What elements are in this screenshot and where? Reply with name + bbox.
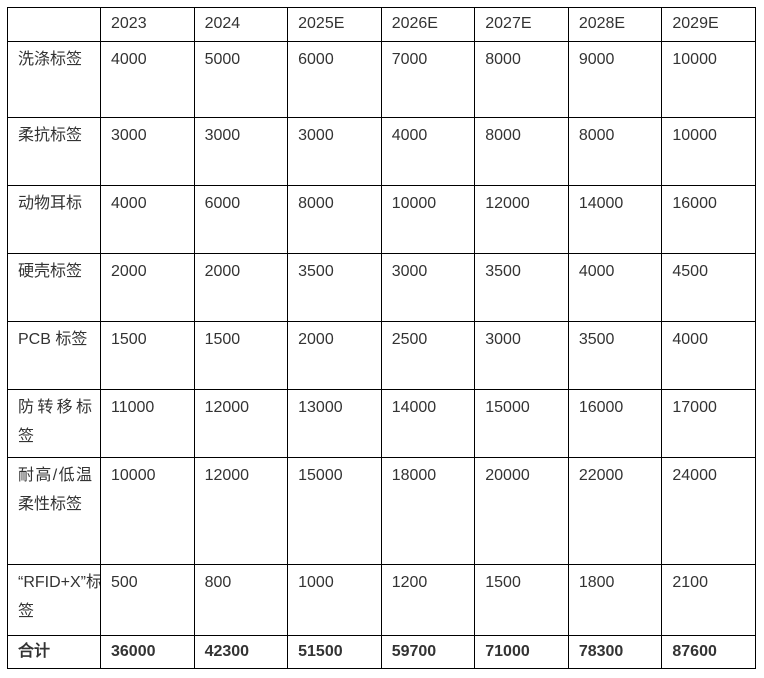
table-cell: 4000	[100, 185, 195, 254]
table-cell: 22000	[567, 457, 663, 565]
table-cell: 12000	[474, 185, 569, 254]
table-cell: 1500	[193, 321, 289, 390]
table-cell: 15000	[287, 457, 382, 565]
table-cell: 9000	[567, 41, 663, 118]
table-cell: 24000	[661, 457, 756, 565]
table-cell: 3000	[100, 117, 195, 186]
table-cell: 10000	[380, 185, 476, 254]
table-cell: 3500	[287, 253, 382, 322]
table-cell: 11000	[100, 389, 195, 458]
row-label: 柔抗标签	[7, 117, 101, 186]
table-cell: 6000	[193, 185, 289, 254]
table-cell: 10000	[661, 41, 756, 118]
column-header: 2028E	[567, 7, 663, 42]
column-header: 2027E	[474, 7, 569, 42]
column-header: 2026E	[380, 7, 476, 42]
table-cell: 16000	[567, 389, 663, 458]
table-cell: 3500	[474, 253, 569, 322]
table-row: “RFID+X”标签 500 800 1000 1200 1500 1800 2…	[7, 564, 756, 636]
total-cell: 78300	[567, 635, 663, 669]
table-row: 耐高/低温柔性标签 10000 12000 15000 18000 20000 …	[7, 457, 756, 565]
total-cell: 42300	[193, 635, 289, 669]
table-cell: 1800	[567, 564, 663, 636]
table-cell: 18000	[380, 457, 476, 565]
table-row: 硬壳标签 2000 2000 3500 3000 3500 4000 4500	[7, 253, 756, 322]
total-cell: 36000	[100, 635, 195, 669]
row-label: PCB 标签	[7, 321, 101, 390]
row-label: 硬壳标签	[7, 253, 101, 322]
column-header: 2023	[100, 7, 195, 42]
column-header: 2024	[193, 7, 289, 42]
table-cell: 1200	[380, 564, 476, 636]
table-cell: 10000	[100, 457, 195, 565]
table-cell: 800	[193, 564, 289, 636]
table-cell: 8000	[474, 41, 569, 118]
total-cell: 51500	[287, 635, 382, 669]
table-cell: 16000	[661, 185, 756, 254]
table-cell: 1500	[474, 564, 569, 636]
table-cell: 2000	[193, 253, 289, 322]
table-cell: 17000	[661, 389, 756, 458]
row-label: 防转移标签	[7, 389, 101, 458]
total-cell: 59700	[380, 635, 476, 669]
table-row: 防转移标签 11000 12000 13000 14000 15000 1600…	[7, 389, 756, 458]
table-cell: 12000	[193, 457, 289, 565]
total-cell: 71000	[474, 635, 569, 669]
table-cell: 7000	[380, 41, 476, 118]
table-cell: 3000	[193, 117, 289, 186]
table-cell: 3000	[287, 117, 382, 186]
total-cell: 87600	[661, 635, 756, 669]
header-row: 2023 2024 2025E 2026E 2027E 2028E 2029E	[7, 7, 756, 42]
table-cell: 8000	[287, 185, 382, 254]
table-cell: 12000	[193, 389, 289, 458]
row-label: “RFID+X”标签	[7, 564, 101, 636]
table-cell: 4000	[661, 321, 756, 390]
table-cell: 14000	[567, 185, 663, 254]
table-cell: 4000	[380, 117, 476, 186]
column-header: 2029E	[661, 7, 756, 42]
table-cell: 4000	[567, 253, 663, 322]
table-cell: 8000	[567, 117, 663, 186]
table-row: 洗涤标签 4000 5000 6000 7000 8000 9000 10000	[7, 41, 756, 118]
table-cell: 2000	[287, 321, 382, 390]
table-cell: 3500	[567, 321, 663, 390]
table-row: PCB 标签 1500 1500 2000 2500 3000 3500 400…	[7, 321, 756, 390]
table-cell: 13000	[287, 389, 382, 458]
table-cell: 2500	[380, 321, 476, 390]
table-cell: 3000	[380, 253, 476, 322]
column-header: 2025E	[287, 7, 382, 42]
row-label: 洗涤标签	[7, 41, 101, 118]
table-cell: 2000	[100, 253, 195, 322]
table-row: 柔抗标签 3000 3000 3000 4000 8000 8000 10000	[7, 117, 756, 186]
total-row: 合计 36000 42300 51500 59700 71000 78300 8…	[7, 635, 756, 669]
table-cell: 2100	[661, 564, 756, 636]
table-cell: 4500	[661, 253, 756, 322]
table-row: 动物耳标 4000 6000 8000 10000 12000 14000 16…	[7, 185, 756, 254]
corner-cell	[7, 7, 101, 42]
table-cell: 1000	[287, 564, 382, 636]
table-cell: 4000	[100, 41, 195, 118]
table-cell: 14000	[380, 389, 476, 458]
table-cell: 6000	[287, 41, 382, 118]
table-cell: 8000	[474, 117, 569, 186]
row-label: 耐高/低温柔性标签	[7, 457, 101, 565]
table-cell: 3000	[474, 321, 569, 390]
table-cell: 20000	[474, 457, 569, 565]
table-cell: 500	[100, 564, 195, 636]
table-cell: 15000	[474, 389, 569, 458]
forecast-table: 2023 2024 2025E 2026E 2027E 2028E 2029E …	[7, 7, 756, 669]
total-row-label: 合计	[7, 635, 101, 669]
row-label: 动物耳标	[7, 185, 101, 254]
table-cell: 1500	[100, 321, 195, 390]
table-cell: 5000	[193, 41, 289, 118]
table-cell: 10000	[661, 117, 756, 186]
